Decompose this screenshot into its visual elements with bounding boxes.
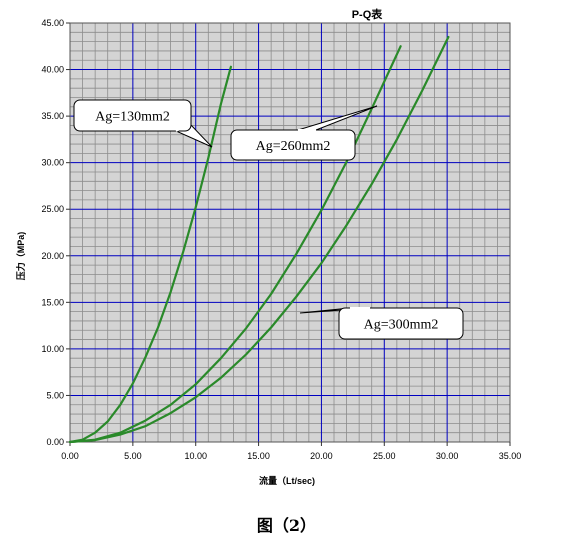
x-tick-label: 5.00 — [124, 451, 142, 461]
y-tick-label: 15.00 — [41, 297, 64, 307]
callout-joint — [175, 123, 191, 132]
callout-label: Ag=300mm2 — [364, 318, 439, 333]
y-tick-label: 20.00 — [41, 251, 64, 261]
callout-label: Ag=130mm2 — [95, 110, 170, 125]
y-tick-label: 35.00 — [41, 111, 64, 121]
series-lines — [68, 35, 450, 444]
y-axis-ticks: 0.00 5.00 10.00 15.00 20.00 25.00 30.00 35.00 40… — [41, 18, 70, 447]
callout-box — [338, 307, 464, 340]
x-tick-label: 20.00 — [310, 451, 333, 461]
y-tick-label: 5.00 — [46, 390, 64, 400]
series-line-ag-260mm2 — [68, 45, 402, 444]
y-tick-label: 30.00 — [41, 158, 64, 168]
x-tick-label: 35.00 — [499, 451, 522, 461]
chart-title: P-Q表 — [352, 7, 384, 21]
y-tick-label: 45.00 — [41, 18, 64, 28]
x-tick-label: 30.00 — [436, 451, 459, 461]
y-tick-label: 10.00 — [41, 344, 64, 354]
minor-gridlines — [70, 23, 510, 442]
y-axis-label: 压力（MPa) — [15, 232, 26, 281]
callout-box — [230, 129, 356, 161]
callout-box — [73, 99, 192, 132]
x-tick-label: 10.00 — [184, 451, 207, 461]
callout-label: Ag=260mm2 — [256, 139, 331, 154]
x-tick-label: 15.00 — [247, 451, 270, 461]
y-tick-label: 40.00 — [41, 65, 64, 75]
figure-caption: 图（2） — [256, 516, 317, 535]
plot-area — [70, 23, 510, 442]
series-line-ag-130mm2 — [68, 65, 232, 444]
plot-frame — [69, 22, 511, 443]
major-gridlines — [70, 23, 510, 442]
x-axis-ticks: 0.00 5.00 10.00 15.00 20.00 25.00 30.00 35.00 — [61, 442, 521, 461]
x-axis-label: 流量（Lt/sec) — [259, 475, 315, 486]
x-tick-label: 0.00 — [61, 451, 79, 461]
y-tick-label: 0.00 — [46, 437, 64, 447]
y-tick-label: 25.00 — [41, 204, 64, 214]
series-line-ag-300mm2 — [68, 35, 450, 444]
x-tick-label: 25.00 — [373, 451, 396, 461]
callouts: Ag=130mm2 Ag=260mm2 Ag=300mm2 — [73, 99, 464, 340]
